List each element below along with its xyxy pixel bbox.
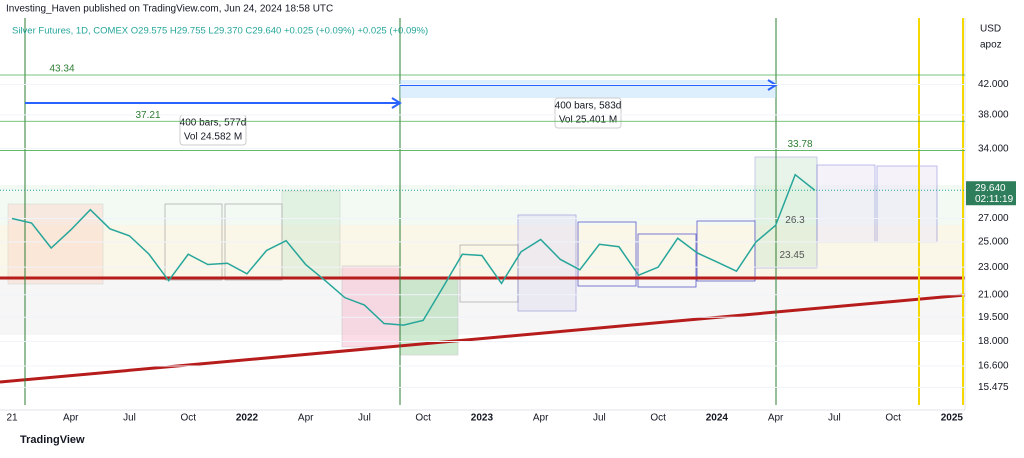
x-tick-label: 2024 (706, 413, 729, 424)
x-tick-label: 2022 (236, 413, 259, 424)
unit: apoz (980, 40, 1002, 51)
measure-vol: Vol 25.401 M (559, 115, 617, 126)
x-tick-label: Jul (828, 413, 841, 424)
x-tick-label: Jul (358, 413, 371, 424)
measure-band (400, 80, 776, 98)
x-tick-label: 21 (6, 413, 18, 424)
x-tick-label: 2023 (471, 413, 494, 424)
currency: USD (980, 24, 1001, 35)
y-tick-label: 23.000 (978, 262, 1009, 273)
countdown: 02:11:19 (975, 194, 1014, 205)
box (7, 203, 104, 285)
level-label: 43.34 (49, 64, 74, 75)
symbol-legend: Silver Futures, 1D, COMEX O29.575 H29.75… (12, 26, 428, 37)
x-tick-label: Apr (533, 413, 549, 424)
y-tick-label: 15.475 (978, 382, 1009, 393)
x-tick-label: Apr (63, 413, 79, 424)
box (876, 165, 938, 243)
y-tick-label: 19.500 (978, 312, 1009, 323)
box (816, 164, 876, 243)
x-tick-label: 2025 (941, 413, 964, 424)
level-label: 37.21 (135, 110, 160, 121)
x-tick-label: Apr (298, 413, 314, 424)
level-label: 26.3 (785, 215, 805, 226)
level-label: 23.45 (779, 250, 804, 261)
y-tick-label: 21.000 (978, 289, 1009, 300)
level-label: 33.78 (787, 139, 812, 150)
zone (0, 280, 965, 335)
price-line (11, 173, 816, 326)
x-tick-label: Oct (180, 413, 196, 424)
y-tick-label: 16.600 (978, 361, 1009, 372)
box (696, 220, 756, 282)
y-tick-label: 34.000 (978, 143, 1009, 154)
y-tick-label: 38.000 (978, 110, 1009, 121)
x-tick-label: Oct (650, 413, 666, 424)
measure-vol: Vol 24.582 M (184, 132, 242, 143)
x-tick-label: Oct (885, 413, 901, 424)
arrow-head (391, 97, 402, 109)
x-tick-label: Jul (123, 413, 136, 424)
measure-box (554, 97, 622, 129)
trend-line (0, 293, 966, 384)
price-tag (966, 181, 1016, 206)
publish-note: Investing_Haven published on TradingView… (6, 4, 333, 15)
x-tick-label: Apr (768, 413, 784, 424)
box (281, 190, 341, 280)
box (637, 233, 697, 288)
y-tick-label: 18.000 (978, 336, 1009, 347)
measure-bars: 400 bars, 583d (555, 101, 622, 112)
y-tick-label: 42.000 (978, 79, 1009, 90)
x-tick-label: Jul (593, 413, 606, 424)
y-tick-label: 25.000 (978, 237, 1009, 248)
measure-bars: 400 bars, 577d (180, 118, 247, 129)
x-tick-label: Oct (415, 413, 431, 424)
brand: TradingView (20, 434, 85, 446)
y-tick-label: 27.000 (978, 213, 1009, 224)
box (577, 221, 637, 287)
last-price-label: 29.640 (975, 183, 1006, 194)
